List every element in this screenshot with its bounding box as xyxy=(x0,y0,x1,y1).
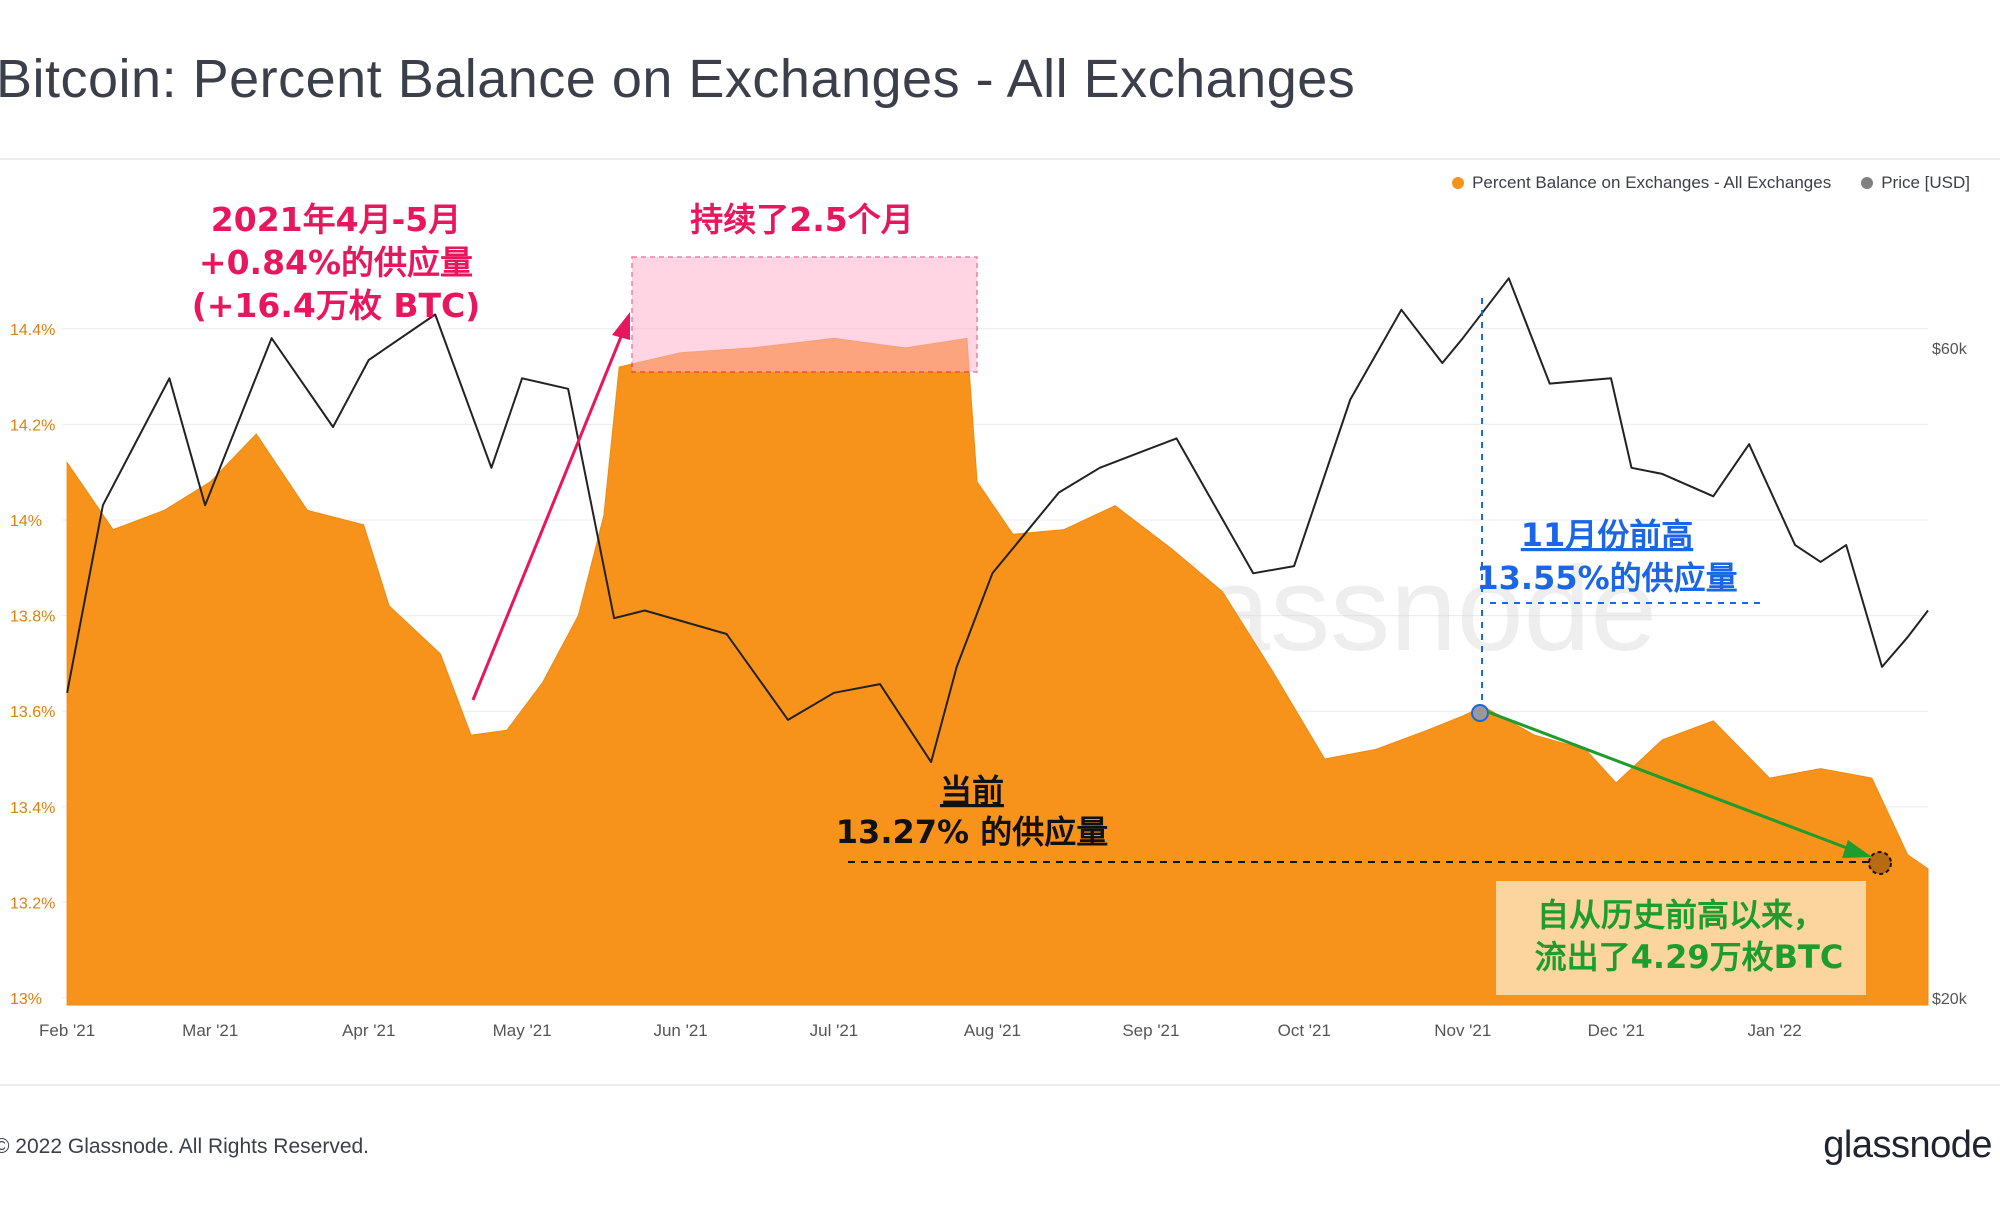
legend-item-price[interactable]: Price [USD] xyxy=(1861,173,1970,193)
legend-label-balance: Percent Balance on Exchanges - All Excha… xyxy=(1472,173,1832,192)
ann-current-line1: 当前 xyxy=(940,772,1004,810)
x-tick-label: Jul '21 xyxy=(810,1021,859,1040)
x-tick-label: Jun '21 xyxy=(653,1021,707,1040)
price-line-layer xyxy=(66,277,1929,764)
x-tick-label: Feb '21 xyxy=(39,1021,95,1040)
y-left-tick-label: 13.6% xyxy=(10,704,55,721)
y-right-tick-label: $20k xyxy=(1932,991,1968,1008)
axis-labels-layer: 13% 13.2% 13.4% 13.6% 13.8% 14% 14.2% 14.4% $20k… xyxy=(10,322,1968,1040)
legend-dot-balance xyxy=(1452,177,1465,189)
x-tick-label: Oct '21 xyxy=(1278,1021,1331,1040)
copyright: © 2022 Glassnode. All Rights Reserved. xyxy=(0,1135,370,1158)
legend-label-price: Price [USD] xyxy=(1881,173,1970,192)
ann-outflow-line1: 自从历史前高以来， xyxy=(1537,896,1825,934)
balance-area-layer xyxy=(66,337,1929,1006)
y-left-tick-label: 13.2% xyxy=(10,895,55,912)
x-tick-label: Nov '21 xyxy=(1434,1021,1491,1040)
pink-highlight-layer xyxy=(631,256,978,373)
y-left-tick-label: 13.4% xyxy=(10,800,55,817)
price-line xyxy=(66,277,1929,764)
y-left-tick-label: 14% xyxy=(10,513,42,530)
x-tick-label: Aug '21 xyxy=(964,1021,1021,1040)
y-left-tick-label: 13% xyxy=(10,991,42,1008)
legend-dot-price xyxy=(1861,177,1874,189)
y-left-tick-label: 14.4% xyxy=(10,322,55,339)
x-tick-label: Mar '21 xyxy=(182,1021,238,1040)
nov-high-marker xyxy=(1471,704,1489,722)
ann-nov-line1: 11月份前高 xyxy=(1521,516,1694,554)
outflow-arrow-line xyxy=(1487,710,1856,853)
ann-pink-line2: +0.84%的供应量 xyxy=(199,243,473,282)
ann-outflow-line2: 流出了4.29万枚BTC xyxy=(1535,938,1844,976)
plateau-highlight-box xyxy=(631,256,978,373)
glassnode-logo: glassnode xyxy=(1823,1124,1992,1166)
rise-arrow-head xyxy=(612,312,630,340)
balance-area xyxy=(66,337,1929,1006)
y-left-tick-label: 14.2% xyxy=(10,417,55,434)
y-right-tick-label: $60k xyxy=(1932,341,1968,358)
ann-pink-line1: 2021年4月-5月 xyxy=(211,200,461,239)
current-marker xyxy=(1868,851,1892,875)
outflow-box xyxy=(1496,881,1866,995)
ann-duration: 持续了2.5个月 xyxy=(690,200,913,239)
header-divider xyxy=(0,158,2000,160)
x-tick-label: Dec '21 xyxy=(1588,1021,1645,1040)
x-tick-label: Sep '21 xyxy=(1122,1021,1179,1040)
y-left-tick-label: 13.8% xyxy=(10,609,55,626)
footer-divider xyxy=(0,1084,2000,1086)
x-tick-label: Apr '21 xyxy=(342,1021,395,1040)
page-title: Bitcoin: Percent Balance on Exchanges - … xyxy=(0,49,1356,109)
outflow-arrow-head xyxy=(1842,840,1872,858)
x-tick-label: May '21 xyxy=(493,1021,552,1040)
rise-arrow-line xyxy=(471,321,629,701)
ann-nov-line2: 13.55%的供应量 xyxy=(1476,559,1737,597)
ann-current-line2: 13.27% 的供应量 xyxy=(836,813,1108,851)
legend-item-balance[interactable]: Percent Balance on Exchanges - All Excha… xyxy=(1452,173,1831,193)
x-tick-label: Jan '22 xyxy=(1747,1021,1801,1040)
chart-legend: Percent Balance on Exchanges - All Excha… xyxy=(1452,173,1970,193)
ann-pink-line3: (+16.4万枚 BTC) xyxy=(192,286,481,325)
